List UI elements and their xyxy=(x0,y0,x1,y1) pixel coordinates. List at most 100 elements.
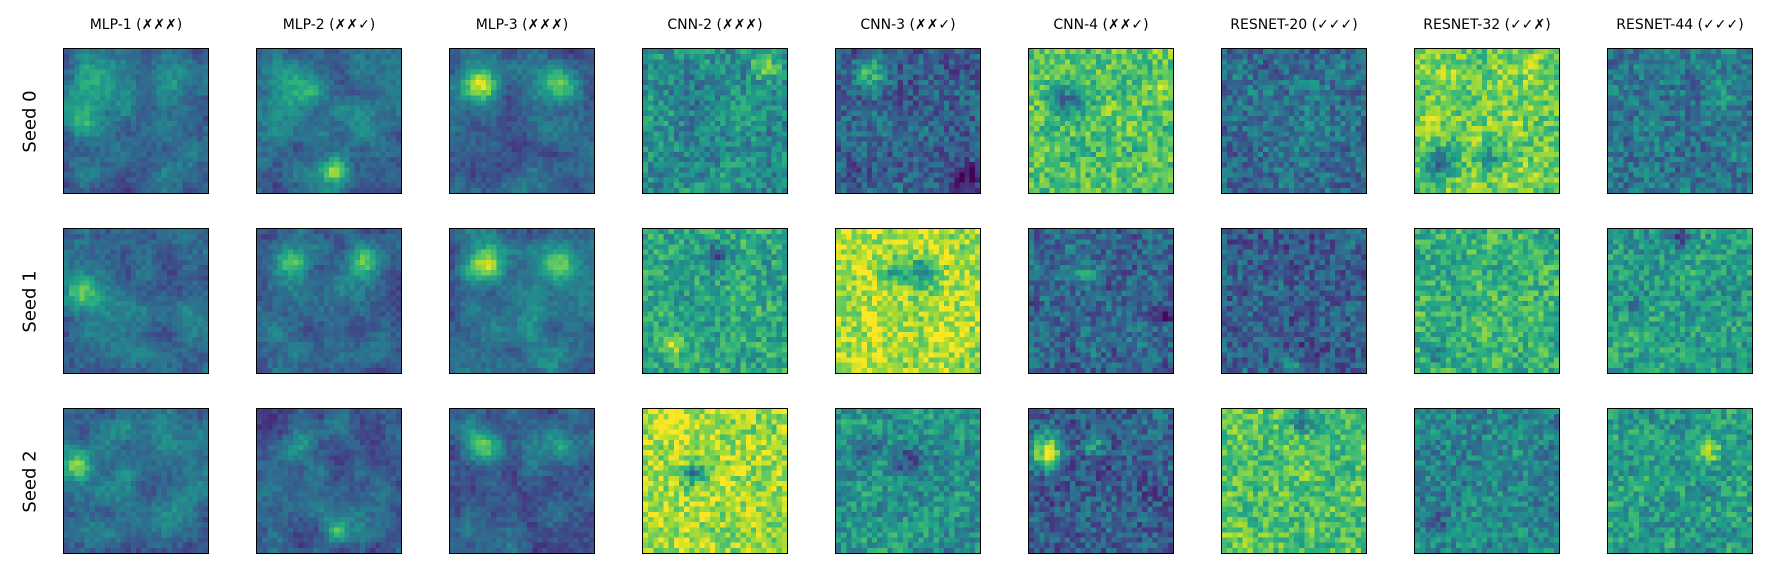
heatmap-cell xyxy=(1054,157,1060,163)
heatmap-cell xyxy=(1147,90,1153,96)
heatmap-cell xyxy=(673,59,680,65)
heatmap-cell xyxy=(1314,59,1320,65)
heatmap-cell xyxy=(1101,49,1107,55)
heatmap-cell xyxy=(756,151,762,158)
heatmap-cell xyxy=(506,64,512,70)
heatmap-cell xyxy=(1070,110,1076,116)
heatmap-cell xyxy=(395,105,401,111)
heatmap-cell xyxy=(516,167,523,173)
heatmap-cell xyxy=(354,187,360,193)
heatmap-cell xyxy=(1111,49,1117,55)
heatmap-cell xyxy=(69,131,75,137)
heatmap-cell xyxy=(866,177,873,183)
heatmap-cell xyxy=(120,187,126,193)
heatmap-cell xyxy=(267,126,273,132)
heatmap-cell xyxy=(460,121,466,127)
heatmap-cell xyxy=(1111,167,1117,173)
heatmap-cell xyxy=(115,69,121,75)
heatmap-cell xyxy=(84,167,90,173)
heatmap-cell xyxy=(1167,136,1173,142)
heatmap-cell xyxy=(908,90,914,96)
heatmap-cell xyxy=(872,136,878,142)
heatmap-cell xyxy=(1121,69,1127,75)
heatmap-cell xyxy=(1278,49,1284,55)
heatmap-cell xyxy=(872,121,878,127)
heatmap-cell xyxy=(663,100,669,106)
heatmap-cell xyxy=(689,69,695,75)
heatmap-cell xyxy=(323,59,330,65)
heatmap-cell xyxy=(1162,182,1168,188)
heatmap-cell xyxy=(745,167,752,173)
heatmap-cell xyxy=(359,167,366,173)
heatmap-cell xyxy=(578,136,584,142)
heatmap-cell xyxy=(578,162,584,168)
heatmap-cell xyxy=(282,74,288,80)
heatmap-cell xyxy=(761,54,767,60)
heatmap-cell xyxy=(781,162,787,168)
heatmap-cell xyxy=(969,167,975,173)
heatmap-cell xyxy=(287,69,294,75)
heatmap-cell xyxy=(94,136,101,142)
heatmap-cell xyxy=(547,79,553,86)
heatmap-cell xyxy=(583,110,589,116)
heatmap-cell xyxy=(390,182,396,188)
heatmap-cell xyxy=(491,95,497,101)
heatmap-cell xyxy=(663,54,669,60)
heatmap-cell xyxy=(974,69,980,75)
heatmap-cell xyxy=(141,151,147,158)
heatmap-cell xyxy=(146,49,152,55)
heatmap-cell xyxy=(964,136,970,142)
heatmap-cell xyxy=(277,85,283,91)
heatmap-cell xyxy=(491,110,497,116)
heatmap-cell xyxy=(841,136,847,142)
heatmap-cell xyxy=(781,95,787,101)
heatmap-cell xyxy=(699,182,705,188)
heatmap-cell xyxy=(781,151,787,158)
heatmap-cell xyxy=(673,105,680,111)
heatmap-cell xyxy=(781,121,787,127)
heatmap-cell xyxy=(182,141,188,147)
heatmap-cell xyxy=(1126,74,1132,80)
heatmap-cell xyxy=(1258,79,1264,86)
heatmap-cell xyxy=(303,69,309,75)
heatmap-cell xyxy=(1121,49,1127,55)
heatmap-cell xyxy=(349,69,355,75)
heatmap-cell xyxy=(583,182,589,188)
heatmap-cell xyxy=(836,74,842,80)
heatmap-cell xyxy=(1106,136,1112,142)
heatmap-cell xyxy=(354,141,360,147)
heatmap-cell xyxy=(1085,131,1091,137)
heatmap-cell xyxy=(69,172,75,178)
heatmap-cell xyxy=(663,146,669,152)
heatmap-cell xyxy=(1167,74,1173,80)
heatmap-cell xyxy=(262,167,268,173)
heatmap-cell xyxy=(156,110,162,116)
heatmap-cell xyxy=(735,69,741,75)
heatmap-cell xyxy=(1335,54,1341,60)
heatmap-cell xyxy=(1039,146,1045,152)
heatmap-cell xyxy=(359,146,366,152)
heatmap-cell xyxy=(588,69,594,75)
heatmap-cell xyxy=(182,167,188,173)
heatmap-cell xyxy=(663,74,669,80)
heatmap-cell xyxy=(1142,151,1148,158)
heatmap-cell xyxy=(1227,85,1233,91)
heatmap-cell xyxy=(902,59,909,65)
heatmap-cell xyxy=(542,110,548,116)
heatmap-cell xyxy=(1116,100,1122,106)
heatmap-cell xyxy=(1070,95,1076,101)
heatmap-cell xyxy=(1263,49,1269,55)
heatmap-cell xyxy=(928,162,934,168)
heatmap-cell xyxy=(1142,105,1148,111)
heatmap-cell xyxy=(141,177,147,183)
heatmap-cell xyxy=(866,141,873,147)
heatmap-cell xyxy=(141,110,147,116)
heatmap-cell xyxy=(1090,79,1096,86)
heatmap-cell xyxy=(64,126,70,132)
heatmap-cell xyxy=(1049,162,1055,168)
heatmap-cell xyxy=(877,177,883,183)
heatmap-cell xyxy=(202,182,208,188)
heatmap-cell xyxy=(74,162,80,168)
heatmap-cell xyxy=(1299,90,1305,96)
heatmap-cell xyxy=(506,131,512,137)
